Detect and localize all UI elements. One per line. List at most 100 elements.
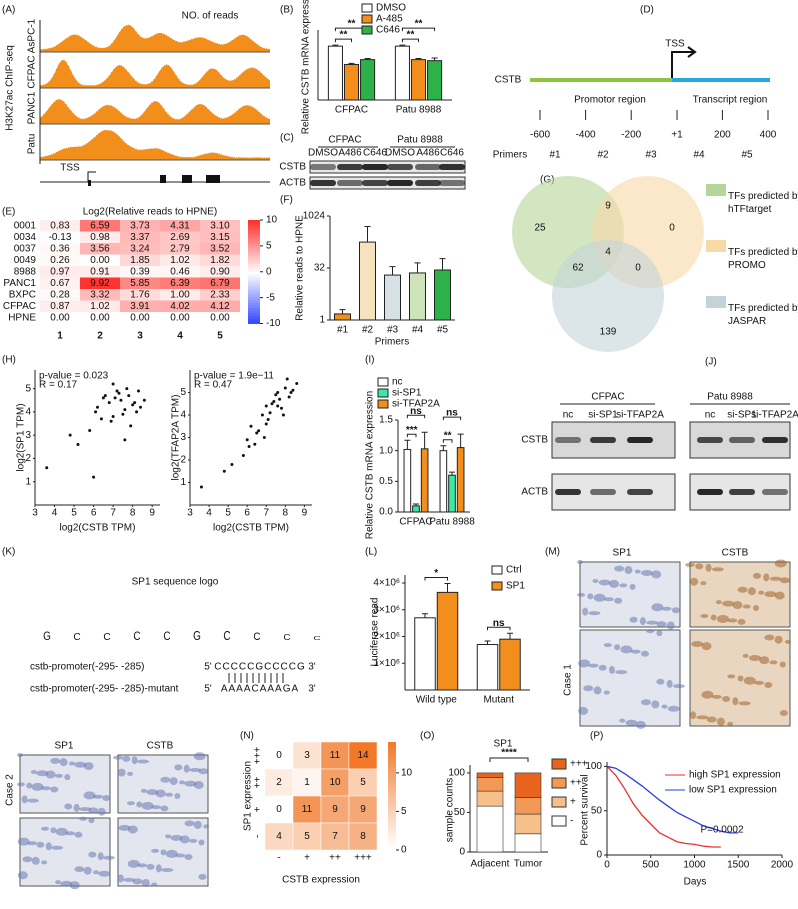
tissue-texture xyxy=(140,788,147,793)
scatter-point xyxy=(249,424,253,428)
tissue-texture xyxy=(151,882,158,887)
heatmap-cell xyxy=(40,312,80,324)
colorbar-step xyxy=(248,307,260,312)
tissue-texture xyxy=(615,670,628,675)
scatter-point xyxy=(125,387,129,391)
colorbar-label: -10 xyxy=(266,318,281,329)
venn-legend: TFs predicted by hTFtarget xyxy=(728,191,798,215)
tissue-texture xyxy=(41,826,50,831)
bar xyxy=(414,617,436,691)
x-tick-label: 4 xyxy=(206,508,212,519)
scatter-point xyxy=(253,442,257,446)
blot-band xyxy=(337,180,363,186)
x-tick-label: 5 xyxy=(71,508,77,519)
heatmap-cell xyxy=(40,231,80,243)
cell-label: 3.56 xyxy=(90,243,110,254)
legend-swatch xyxy=(361,25,373,35)
bar xyxy=(448,474,456,513)
cell-label: 1.85 xyxy=(130,255,150,266)
cell-label: 1.00 xyxy=(170,289,190,300)
stacked-segment xyxy=(514,833,542,853)
chart-title: SP1 xyxy=(494,739,513,750)
heatmap-cell xyxy=(80,289,120,301)
error-bar xyxy=(364,58,371,60)
label: Patu 8988 xyxy=(707,392,753,403)
tissue-texture xyxy=(753,572,762,579)
tick-label: -200 xyxy=(621,130,641,141)
cell-label: 3.24 xyxy=(130,243,150,254)
significance: ns xyxy=(410,406,422,417)
x-tick-label: 3 xyxy=(32,508,38,519)
colorbar-label: 5 xyxy=(401,806,407,817)
colorbar-step xyxy=(248,318,260,322)
bar xyxy=(343,63,360,101)
significance: ns xyxy=(446,408,458,419)
bar xyxy=(394,45,410,101)
colorbar-step xyxy=(248,238,260,242)
lane-label: C646 xyxy=(363,148,387,159)
tissue-texture xyxy=(625,719,638,726)
tissue-texture xyxy=(769,576,782,581)
cell-label: 9.92 xyxy=(90,278,110,289)
cell-label: 3.37 xyxy=(130,232,150,243)
panel-label: (F) xyxy=(280,195,293,206)
tissue-texture xyxy=(690,711,697,720)
legend-swatch xyxy=(551,777,567,789)
heatmap-cell xyxy=(160,289,200,301)
tissue-texture xyxy=(598,579,611,586)
error-bar xyxy=(414,262,421,273)
tissue-texture xyxy=(593,593,606,602)
tissue-texture xyxy=(630,649,641,654)
stacked-segment xyxy=(514,813,542,835)
scatter-point xyxy=(99,417,103,421)
tissue-texture xyxy=(656,621,667,628)
colorbar-step xyxy=(388,770,396,775)
colorbar-step xyxy=(388,767,396,772)
cell-label: 4.02 xyxy=(170,301,190,312)
logo-letter: G xyxy=(43,630,51,643)
panel-label: (B) xyxy=(280,5,293,16)
axis-label: Primers xyxy=(375,337,409,348)
tissue-texture xyxy=(97,852,104,861)
axis-label: Relative CSTB mRNA expression xyxy=(365,391,376,539)
legend-swatch xyxy=(491,565,503,575)
cell-label: 0.28 xyxy=(50,289,70,300)
scatter-point xyxy=(121,412,125,416)
legend-label: ++ xyxy=(570,778,582,789)
scatter-point xyxy=(199,485,203,489)
colorbar-step xyxy=(248,282,260,286)
primer-label: #3 xyxy=(645,150,657,161)
row-label: ACTB xyxy=(279,178,306,189)
scatter-point xyxy=(113,396,117,400)
heatmap-cell xyxy=(160,266,200,278)
significance-bracket xyxy=(406,433,417,438)
colorbar-step xyxy=(388,781,396,786)
tissue-texture xyxy=(588,611,601,616)
scatter-point xyxy=(289,391,293,394)
column-label: 3 xyxy=(137,331,143,342)
cell-label: 0.90 xyxy=(210,266,230,277)
x-tick-label: Wild type xyxy=(416,695,458,706)
scatter-point xyxy=(142,398,146,402)
scatter-point xyxy=(109,419,113,423)
axis-label: Luciferase read xyxy=(370,598,381,667)
row-label: 0001 xyxy=(14,220,37,231)
tissue-texture xyxy=(758,590,765,595)
colorbar-step xyxy=(248,256,260,260)
x-tick-label: 3 xyxy=(187,508,193,519)
scatter-point xyxy=(255,431,259,435)
heatmap-cell xyxy=(80,243,120,255)
significance: ** xyxy=(348,19,356,30)
tissue-texture xyxy=(50,827,57,834)
heatmap-cell xyxy=(120,243,160,255)
tissue-texture xyxy=(710,614,717,621)
tissue-texture xyxy=(732,697,739,706)
error-bar xyxy=(422,613,428,618)
survival-curve xyxy=(606,765,739,834)
tissue-texture xyxy=(716,614,729,623)
tissue-texture xyxy=(54,773,63,778)
colorbar-step xyxy=(388,839,396,844)
error-bar xyxy=(389,266,396,276)
column-label: 5 xyxy=(217,331,223,342)
chip-track xyxy=(40,24,270,52)
